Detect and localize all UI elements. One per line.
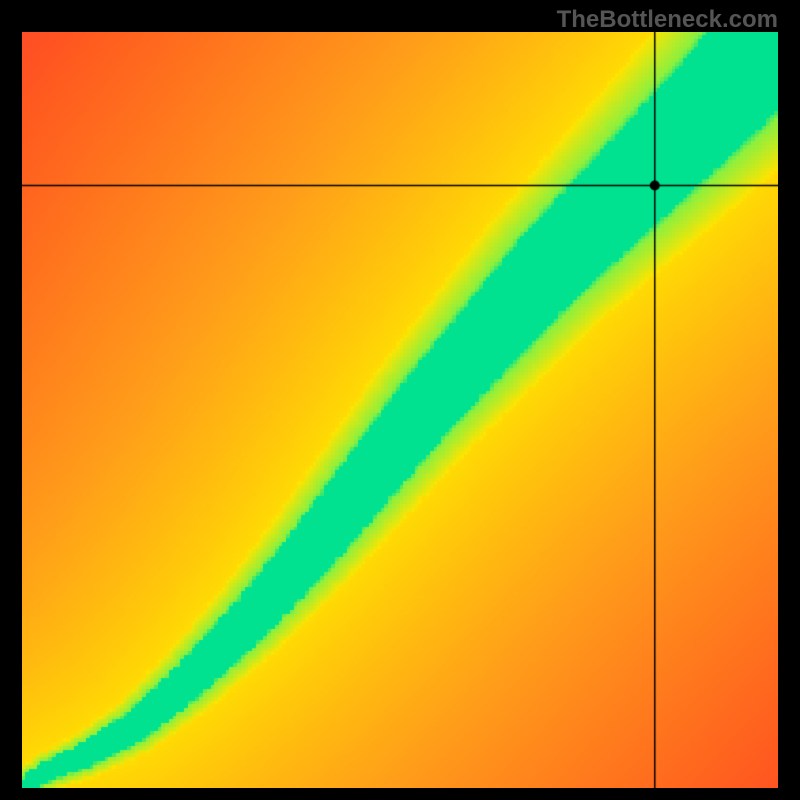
bottleneck-heatmap bbox=[22, 32, 778, 788]
watermark-text: TheBottleneck.com bbox=[557, 6, 778, 34]
